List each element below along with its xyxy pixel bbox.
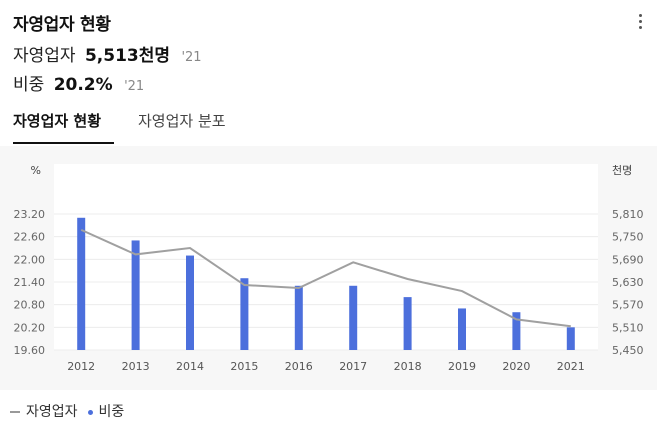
bar-2019 — [458, 308, 466, 350]
y-right-tick-label: 5,510 — [612, 321, 644, 334]
x-tick-label: 2016 — [285, 360, 313, 373]
legend-line-marker — [10, 411, 20, 413]
legend-label-share: 비중 — [98, 404, 125, 420]
x-tick-label: 2021 — [557, 360, 585, 373]
bar-2016 — [294, 285, 303, 350]
y-left-tick-label: 23.20 — [14, 208, 46, 221]
stat-label: 자영업자 — [13, 46, 76, 66]
legend-label-self-employed: 자영업자 — [26, 404, 78, 420]
stat-share: 비중 20.2% '21 — [13, 70, 144, 95]
bar-2021 — [566, 327, 575, 350]
bar-2018 — [403, 297, 412, 350]
y-left-tick-label: 20.80 — [14, 299, 46, 312]
stat-label: 비중 — [13, 75, 45, 95]
bar-2012 — [77, 217, 86, 350]
chart: 23.20 5,810 22.60 5,750 22.00 5,690 21.40 5,630… — [14, 163, 644, 373]
x-tick-label: 2018 — [394, 360, 422, 373]
y-left-tick-label: 20.20 — [14, 321, 46, 334]
y-right-tick-label: 5,810 — [612, 208, 644, 221]
y-left-tick-label: 19.60 — [14, 344, 46, 357]
chart-panel: 23.20 5,810 22.60 5,750 22.00 5,690 21.40 5,630… — [0, 146, 657, 390]
stat-value: 20.2% — [53, 75, 113, 95]
plot-area — [54, 164, 598, 350]
tab-self-employed-status[interactable]: 자영업자 현황 — [13, 112, 102, 130]
x-tick-label: 2013 — [122, 360, 150, 373]
y-right-unit: 천명 — [612, 163, 632, 177]
tab-self-employed-distribution[interactable]: 자영업자 분포 — [138, 112, 226, 130]
y-right-tick-label: 5,450 — [612, 344, 644, 357]
y-left-tick-label: 22.60 — [14, 231, 46, 244]
line-series-self-employed — [80, 228, 571, 328]
y-left-unit: % — [31, 164, 41, 177]
y-right-tick-label: 5,630 — [612, 276, 644, 289]
x-tick-label: 2012 — [67, 360, 95, 373]
x-tick-label: 2015 — [230, 360, 258, 373]
stat-year: '21 — [124, 79, 145, 94]
y-right-tick-label: 5,570 — [612, 299, 644, 312]
stat-year: '21 — [181, 50, 202, 65]
x-tick-label: 2019 — [448, 360, 476, 373]
stat-value: 5,513천명 — [84, 46, 171, 66]
bar-2015 — [240, 278, 249, 350]
stat-self-employed: 자영업자 5,513천명 '21 — [13, 41, 202, 66]
bar-2014 — [186, 255, 194, 350]
legend-dot-marker — [87, 409, 93, 415]
page-title: 자영업자 현황 — [13, 15, 111, 35]
active-tab-indicator — [13, 142, 114, 144]
x-tick-label: 2020 — [502, 360, 530, 373]
y-left-tick-label: 21.40 — [14, 276, 46, 289]
y-right-tick-label: 5,690 — [612, 253, 644, 266]
x-tick-label: 2014 — [176, 360, 204, 373]
bar-2013 — [131, 240, 140, 350]
bar-2020 — [512, 312, 521, 350]
y-right-tick-label: 5,750 — [612, 231, 644, 244]
bar-2017 — [349, 285, 358, 350]
more-vertical-icon[interactable] — [637, 14, 643, 32]
chart-legend: 자영업자 비중 — [10, 401, 124, 421]
y-left-tick-label: 22.00 — [14, 253, 46, 266]
x-tick-label: 2017 — [339, 360, 367, 373]
